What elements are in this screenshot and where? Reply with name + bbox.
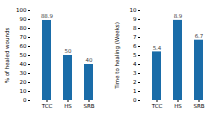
svg-text:70: 70: [20, 34, 27, 40]
svg-text:10: 10: [20, 88, 27, 94]
svg-text:10: 10: [130, 7, 137, 13]
svg-text:SRB: SRB: [83, 103, 94, 109]
svg-text:40: 40: [20, 61, 27, 67]
svg-text:8: 8: [133, 25, 137, 31]
svg-text:2: 2: [133, 79, 137, 85]
svg-text:1: 1: [133, 88, 137, 94]
svg-text:20: 20: [20, 79, 27, 85]
svg-text:HS: HS: [174, 103, 182, 109]
svg-text:4: 4: [133, 61, 137, 67]
svg-text:30: 30: [20, 70, 27, 76]
svg-text:% of healed wounds: % of healed wounds: [4, 28, 10, 84]
svg-text:TCC: TCC: [41, 103, 53, 109]
svg-text:5.4: 5.4: [153, 45, 162, 51]
svg-text:0: 0: [133, 97, 137, 103]
svg-text:0: 0: [23, 97, 27, 103]
svg-text:7: 7: [133, 34, 137, 40]
svg-text:8.9: 8.9: [174, 13, 183, 19]
svg-text:6: 6: [133, 43, 137, 49]
svg-text:80: 80: [20, 25, 27, 31]
svg-text:60: 60: [20, 43, 27, 49]
svg-text:50: 50: [65, 48, 72, 54]
svg-text:3: 3: [133, 70, 137, 76]
svg-text:50: 50: [20, 52, 27, 58]
svg-text:Time to healing (Weeks): Time to healing (Weeks): [114, 22, 121, 90]
svg-text:40: 40: [86, 57, 93, 63]
svg-text:88.9: 88.9: [41, 13, 54, 19]
svg-text:90: 90: [20, 16, 27, 22]
svg-text:100: 100: [16, 7, 27, 13]
svg-text:6.7: 6.7: [195, 33, 204, 39]
svg-text:SRB: SRB: [193, 103, 204, 109]
svg-text:TCC: TCC: [151, 103, 163, 109]
svg-text:9: 9: [133, 16, 137, 22]
svg-text:5: 5: [133, 52, 137, 58]
svg-text:HS: HS: [64, 103, 72, 109]
